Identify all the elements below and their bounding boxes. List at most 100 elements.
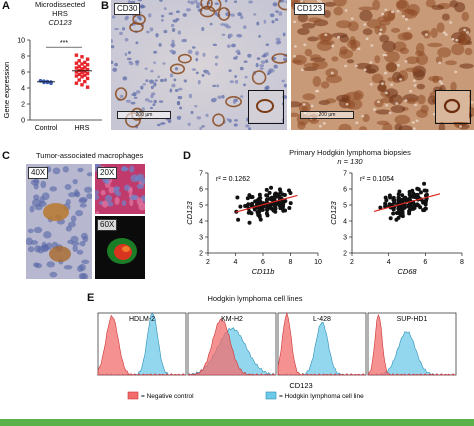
panel-e-xlabel: CD123 [289, 381, 312, 390]
panel-d-point [245, 196, 250, 201]
panel-d-ytick-label: 5 [199, 203, 203, 210]
macrophage-nucleus [52, 167, 61, 175]
panel-letter-d: D [183, 150, 191, 162]
panel-d-n-label: n = 130 [337, 157, 363, 166]
cd123-nucleus [384, 91, 388, 95]
cd123-stain [461, 11, 470, 22]
macrophage-nucleus [77, 167, 84, 173]
cd123-stain [415, 50, 425, 56]
cd123-stain [291, 59, 303, 64]
dual-stain-cell [95, 194, 100, 201]
panel-a-ytick-label: 8 [21, 54, 25, 61]
cd30-nucleus [171, 27, 176, 32]
cd123-nucleus [310, 104, 314, 108]
macrophage-nucleus [37, 245, 45, 254]
cd30-nucleus [191, 68, 197, 71]
cd123-stain [374, 99, 384, 108]
panel-d-point [267, 190, 272, 195]
panel-d-point [238, 204, 243, 209]
panel-d-ylabel: CD123 [329, 201, 338, 225]
cd30-nucleus [244, 75, 248, 79]
macrophage-nucleus [62, 166, 69, 173]
cd123-nucleus [376, 100, 380, 104]
macrophage-nucleus [71, 241, 80, 246]
panel-d-point [268, 196, 273, 201]
cd123-stain [437, 47, 452, 58]
cd123-stain [338, 123, 352, 130]
cd123-nucleus [402, 15, 406, 18]
cd30-nucleus [176, 101, 181, 106]
panel-a-control-point [42, 79, 46, 83]
dual-stain-cell [95, 210, 100, 214]
panel-d-point [388, 195, 393, 200]
cd30-nucleus [148, 13, 152, 18]
cd123-nucleus [330, 71, 334, 75]
macrophage-nucleus [72, 178, 78, 185]
macrophage-nucleus [70, 235, 79, 243]
cd123-stain [450, 81, 457, 92]
cd30-nucleus [230, 13, 235, 17]
cd30-nucleus [232, 99, 237, 104]
cd30-nucleus [124, 52, 128, 57]
histogram-negative [367, 314, 456, 376]
cd30-nucleus [176, 115, 182, 120]
cd123-nucleus [344, 64, 348, 68]
panel-d-ytick-label: 4 [199, 219, 203, 226]
cd123-stain [438, 122, 446, 130]
cd30-nucleus [157, 75, 160, 79]
cd30-nucleus [228, 118, 232, 123]
cd30-nucleus [234, 79, 239, 84]
cd30-nucleus [171, 83, 176, 88]
cd30-nucleus [190, 110, 194, 115]
cd30-nucleus [209, 22, 213, 26]
cd123-nucleus [458, 125, 462, 128]
panel-d-trendline [235, 194, 298, 213]
panel-d-point [411, 200, 416, 205]
panel-d-point [408, 195, 413, 200]
cd30-nucleus [282, 57, 287, 62]
cd123-stain [331, 56, 339, 62]
cd123-nucleus [293, 54, 297, 58]
cd123-nucleus [442, 31, 446, 34]
cd30-nucleus [129, 62, 134, 66]
panel-d-point [265, 213, 270, 218]
panel-a-hrs-point [77, 64, 81, 69]
legend-swatch-positive [265, 391, 277, 400]
panel-d-point [400, 205, 405, 210]
cd30-nucleus [214, 62, 218, 66]
panel-e-title: Hodgkin lymphoma cell lines [207, 294, 303, 303]
cd123-nucleus [396, 63, 400, 67]
cd30-nucleus [185, 8, 192, 12]
panel-d-point [247, 209, 252, 214]
cd123-nucleus [363, 68, 367, 71]
cd30-nucleus [271, 20, 275, 24]
cd123-stain [451, 43, 465, 56]
panel-a-points [37, 53, 92, 89]
cd30-nucleus [263, 19, 267, 24]
cd30-nucleus [159, 78, 165, 83]
panel-d-point [264, 187, 269, 192]
cd123-nucleus [379, 28, 383, 32]
cd30-nucleus [269, 13, 275, 18]
panel-a-hrs-point [74, 66, 79, 70]
cd30-nucleus [125, 99, 131, 103]
cd30-nucleus [135, 90, 141, 94]
panel-d-point [250, 195, 255, 200]
cd123-nucleus [355, 121, 359, 125]
cd30-nucleus [259, 67, 264, 70]
cd123-nucleus [404, 99, 408, 102]
panel-d-point [258, 217, 263, 222]
cd123-stain [297, 121, 306, 130]
cd30-nucleus [135, 41, 139, 45]
bottom-accent-bar [0, 419, 474, 426]
cd30-nucleus [164, 78, 167, 82]
cd123-stain [459, 30, 467, 43]
cd30-nucleus [226, 44, 231, 48]
cd30-nucleus [240, 95, 244, 98]
cd30-nucleus [153, 50, 158, 54]
cd30-nucleus [234, 55, 239, 58]
cd30-nucleus [168, 12, 174, 15]
macrophage-nucleus [64, 184, 72, 190]
panel-a-category-label: HRS [75, 125, 90, 132]
cd123-nucleus [444, 33, 448, 36]
